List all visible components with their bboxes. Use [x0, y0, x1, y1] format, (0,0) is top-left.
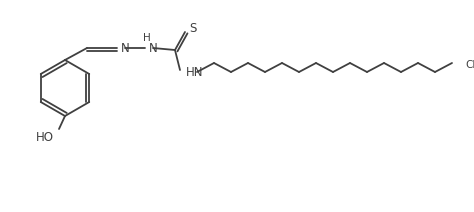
Text: HO: HO: [36, 131, 54, 144]
Text: N: N: [149, 42, 158, 54]
Text: CH₃: CH₃: [465, 60, 474, 70]
Text: HN: HN: [186, 67, 203, 80]
Text: N: N: [121, 42, 130, 54]
Text: S: S: [189, 22, 196, 35]
Text: H: H: [143, 33, 151, 43]
